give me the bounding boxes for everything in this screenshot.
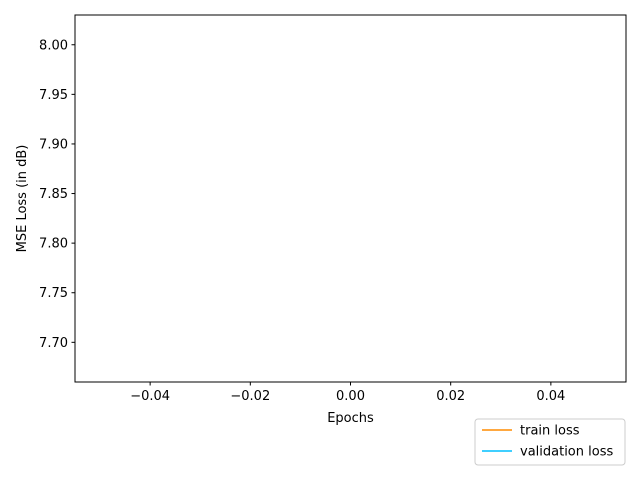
y-tick-label: 7.85 [39, 187, 68, 202]
y-tick-label: 7.95 [39, 88, 68, 103]
legend-label-validation-loss: validation loss [520, 445, 613, 460]
x-tick-label: 0.00 [336, 389, 365, 404]
x-axis-label: Epochs [327, 411, 374, 426]
y-axis: 7.70 7.75 7.80 7.85 7.90 7.95 8.00 [39, 38, 75, 351]
y-tick-label: 7.80 [39, 237, 68, 252]
y-tick-label: 7.90 [39, 137, 68, 152]
x-axis: −0.04 −0.02 0.00 0.02 0.04 [130, 382, 565, 404]
x-tick-label: −0.02 [230, 389, 270, 404]
legend-box [474, 418, 626, 466]
legend-label-train-loss: train loss [520, 424, 580, 439]
x-tick-label: 0.04 [536, 389, 565, 404]
plot-area [74, 14, 627, 383]
y-axis-label: MSE Loss (in dB) [15, 145, 30, 253]
x-tick-label: −0.04 [130, 389, 170, 404]
y-tick-label: 7.75 [39, 286, 68, 301]
y-tick-label: 8.00 [39, 38, 68, 53]
y-tick-label: 7.70 [39, 336, 68, 351]
legend: train loss validation loss [474, 418, 626, 466]
x-tick-label: 0.02 [436, 389, 465, 404]
